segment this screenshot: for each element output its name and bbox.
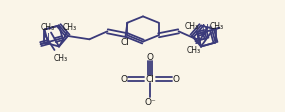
Text: CH₃: CH₃ (210, 22, 224, 31)
Text: CH₃: CH₃ (185, 22, 199, 31)
Text: Cl: Cl (121, 38, 130, 47)
Text: N: N (42, 32, 49, 41)
Text: O⁻: O⁻ (144, 98, 156, 107)
Text: CH₃: CH₃ (41, 23, 55, 32)
Text: O: O (121, 75, 127, 84)
Text: O: O (172, 75, 180, 84)
Text: N⁺: N⁺ (201, 24, 213, 33)
Text: CH₃: CH₃ (53, 54, 68, 63)
Text: CH₃: CH₃ (63, 23, 77, 32)
Text: O: O (146, 53, 154, 62)
Text: Cl: Cl (146, 75, 154, 84)
Text: CH₃: CH₃ (186, 46, 200, 55)
